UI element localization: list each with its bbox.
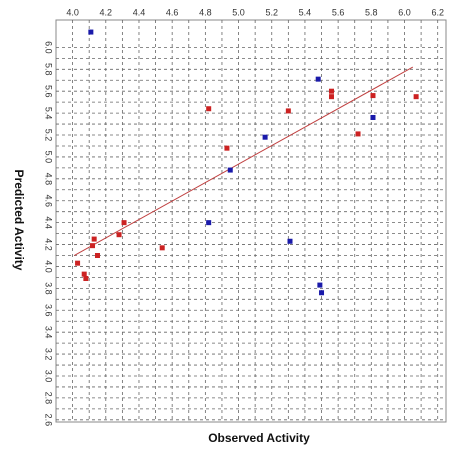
point bbox=[159, 245, 165, 251]
x-tick-label: 4.6 bbox=[166, 7, 179, 17]
point bbox=[116, 232, 122, 238]
point bbox=[91, 236, 97, 242]
y-tick-label: 4.6 bbox=[44, 194, 54, 207]
point bbox=[413, 94, 419, 100]
y-axis-title: Predicted Activity bbox=[12, 170, 26, 271]
x-tick-label: 5.2 bbox=[265, 7, 278, 17]
point bbox=[206, 220, 212, 226]
point bbox=[81, 271, 87, 277]
point bbox=[315, 76, 321, 82]
x-axis-title: Observed Activity bbox=[208, 431, 310, 445]
x-tick-label: 6.0 bbox=[398, 7, 411, 17]
y-tick-label: 3.2 bbox=[44, 348, 54, 361]
x-tick-label: 5.8 bbox=[365, 7, 378, 17]
point bbox=[317, 282, 323, 288]
point bbox=[262, 134, 268, 140]
y-tick-label: 5.0 bbox=[44, 151, 54, 164]
point bbox=[328, 94, 334, 100]
x-tick-label: 5.0 bbox=[232, 7, 245, 17]
point bbox=[328, 88, 334, 94]
point bbox=[206, 106, 212, 112]
point bbox=[75, 260, 81, 266]
point bbox=[370, 93, 376, 99]
y-tick-label: 2.6 bbox=[44, 414, 54, 427]
point bbox=[227, 167, 233, 173]
point bbox=[355, 131, 361, 137]
point bbox=[287, 238, 293, 244]
y-tick-label: 3.4 bbox=[44, 326, 54, 339]
y-tick-label: 3.0 bbox=[44, 370, 54, 383]
y-tick-label: 2.8 bbox=[44, 392, 54, 405]
plot-area bbox=[55, 19, 447, 423]
y-tick-label: 3.8 bbox=[44, 282, 54, 295]
y-tick-label: 3.6 bbox=[44, 304, 54, 317]
x-tick-label: 5.6 bbox=[332, 7, 345, 17]
point bbox=[121, 220, 127, 226]
point bbox=[319, 290, 325, 296]
y-tick-label: 4.2 bbox=[44, 238, 54, 251]
x-tick-label: 4.0 bbox=[66, 7, 79, 17]
x-tick-label: 5.4 bbox=[299, 7, 312, 17]
point bbox=[88, 29, 94, 35]
point bbox=[285, 108, 291, 114]
y-tick-label: 5.8 bbox=[44, 63, 54, 76]
point bbox=[83, 276, 89, 282]
point bbox=[90, 243, 96, 249]
y-tick-label: 5.6 bbox=[44, 85, 54, 98]
y-tick-label: 5.4 bbox=[44, 107, 54, 120]
x-tick-label: 6.2 bbox=[431, 7, 444, 17]
trend-line bbox=[74, 66, 414, 256]
y-tick-label: 4.4 bbox=[44, 216, 54, 229]
x-tick-label: 4.2 bbox=[100, 7, 113, 17]
x-tick-label: 4.8 bbox=[199, 7, 212, 17]
y-tick-label: 4.0 bbox=[44, 260, 54, 273]
y-tick-label: 4.8 bbox=[44, 173, 54, 186]
point bbox=[224, 145, 230, 151]
y-tick-label: 5.2 bbox=[44, 129, 54, 142]
point bbox=[370, 114, 376, 120]
y-tick-label: 6.0 bbox=[44, 41, 54, 54]
point bbox=[94, 253, 100, 259]
x-tick-label: 4.4 bbox=[133, 7, 146, 17]
